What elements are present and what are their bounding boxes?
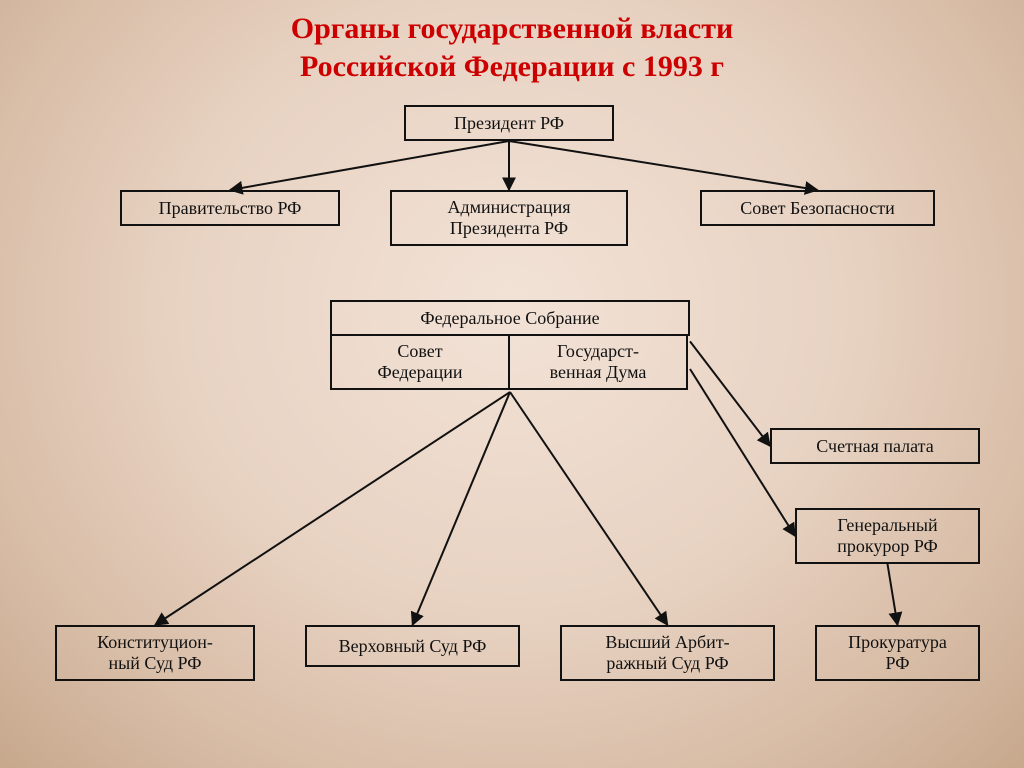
node-arbitration: Высший Арбит-ражный Суд РФ	[560, 625, 775, 681]
node-supreme_court: Верховный Суд РФ	[305, 625, 520, 667]
edge-president-security	[509, 141, 818, 190]
node-fed_council: СоветФедерации	[330, 334, 510, 390]
node-president: Президент РФ	[404, 105, 614, 141]
node-const_court: Конституцион-ный Суд РФ	[55, 625, 255, 681]
title-line-1: Органы государственной власти	[291, 12, 734, 45]
node-government: Правительство РФ	[120, 190, 340, 226]
node-state_duma: Государст-венная Дума	[508, 334, 688, 390]
node-admin: АдминистрацияПрезидента РФ	[390, 190, 628, 246]
edge-fed_assembly_group-supreme_court	[413, 392, 511, 625]
edge-prosecutor_gen-prosecutor	[888, 564, 898, 625]
edge-president-government	[230, 141, 509, 190]
edge-fed_assembly_group-const_court	[155, 392, 510, 625]
node-prosecutor: ПрокуратураРФ	[815, 625, 980, 681]
title-line-2: Российской Федерации с 1993 г	[300, 50, 724, 83]
edge-fed_assembly_group-accounts	[690, 341, 770, 446]
edge-fed_assembly_group-arbitration	[510, 392, 668, 625]
diagram-title: Органы государственной власти Российской…	[0, 10, 1024, 85]
node-fed_assembly_hdr: Федеральное Собрание	[330, 300, 690, 336]
diagram-canvas: Органы государственной власти Российской…	[0, 0, 1024, 768]
node-security: Совет Безопасности	[700, 190, 935, 226]
node-prosecutor_gen: Генеральныйпрокурор РФ	[795, 508, 980, 564]
node-accounts: Счетная палата	[770, 428, 980, 464]
